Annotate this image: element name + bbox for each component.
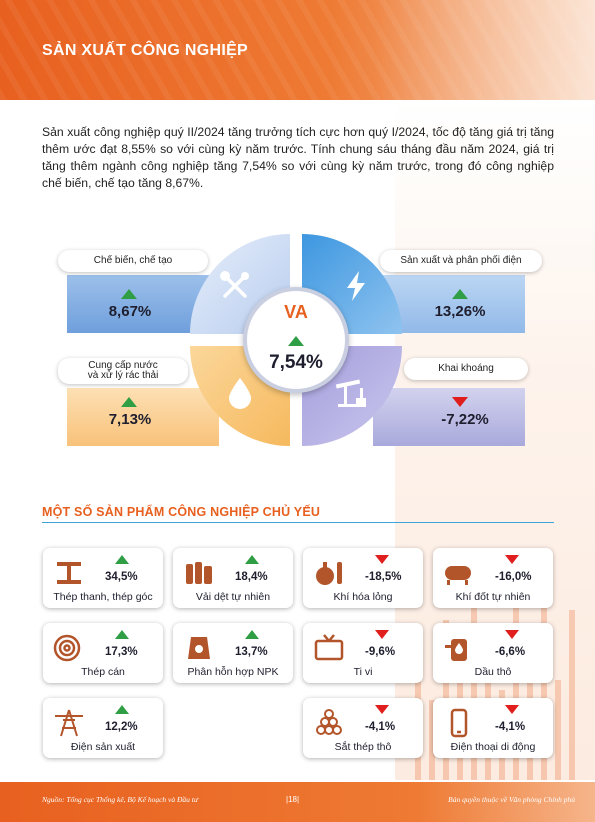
product-name: Vải dệt tự nhiên: [195, 591, 271, 603]
intro-paragraph: Sản xuất công nghiệp quý II/2024 tăng tr…: [42, 125, 554, 190]
product-value: -4,1%: [365, 721, 396, 733]
product-card: 34,5% Thép thanh, thép góc: [43, 548, 163, 608]
sector-card-mining: [373, 388, 525, 446]
sector-label-processing: Chế biến, chế tạo: [58, 250, 208, 272]
steel-coil-icon: [53, 634, 81, 662]
product-name: Khí đốt tự nhiên: [455, 591, 531, 603]
sector-value-mining: -7,22%: [441, 411, 489, 428]
product-card: -4,1% Sắt thép thô: [303, 698, 423, 758]
down-arrow-icon: [505, 630, 519, 639]
product-card: 12,2% Điện sản xuất: [43, 698, 163, 758]
down-arrow-icon: [505, 705, 519, 714]
product-name: Điện sản xuất: [70, 741, 136, 753]
sector-label-mining: Khai khoáng: [404, 358, 528, 380]
product-card: -6,6% Dầu thô: [433, 623, 553, 683]
footer-copyright: Bản quyền thuộc về Văn phòng Chính phủ: [448, 795, 575, 804]
up-arrow-icon: [245, 630, 259, 639]
steel-pipes-icon: [316, 709, 342, 735]
sector-down-arrow-icon: [452, 397, 468, 407]
product-value: 34,5%: [105, 571, 138, 583]
product-card: 13,7% Phân hỗn hợp NPK: [173, 623, 293, 683]
sector-up-arrow-icon: [121, 289, 137, 299]
product-card: 17,3% Thép cán: [43, 623, 163, 683]
sector-up-arrow-icon: [452, 289, 468, 299]
product-name: Sắt thép thô: [334, 741, 392, 753]
product-value: -6,6%: [495, 646, 526, 658]
sector-value-electricity: 13,26%: [434, 303, 486, 320]
footer-source: Nguồn: Tổng cục Thống kê, Bộ Kế hoạch và…: [42, 795, 198, 804]
fertilizer-bag-icon: [188, 637, 210, 659]
up-arrow-icon: [115, 555, 129, 564]
products-section-title: MỘT SỐ SẢN PHẨM CÔNG NGHIỆP CHỦ YẾU: [42, 505, 321, 519]
product-card: -9,6% Ti vi: [303, 623, 423, 683]
up-arrow-icon: [115, 630, 129, 639]
product-card: -4,1% Điện thoại di động: [433, 698, 553, 758]
up-arrow-icon: [115, 705, 129, 714]
header-fade: [375, 0, 595, 100]
sector-label-water-line1: Cung cấp nước: [88, 360, 158, 371]
sector-up-arrow-icon: [121, 397, 137, 407]
product-value: -16,0%: [495, 571, 532, 583]
product-value: 17,3%: [105, 646, 138, 658]
product-card: -18,5% Khí hóa lỏng: [303, 548, 423, 608]
va-label: VA: [284, 302, 308, 322]
down-arrow-icon: [505, 555, 519, 564]
product-card: 18,4% Vải dệt tự nhiên: [173, 548, 293, 608]
mobile-phone-icon: [450, 708, 468, 738]
sector-label-water-line2: và xử lý rác thải: [87, 370, 159, 381]
product-value: -18,5%: [365, 571, 402, 583]
product-name: Dầu thô: [474, 666, 512, 678]
tv-icon: [314, 634, 344, 661]
product-value: -4,1%: [495, 721, 526, 733]
section-divider: [42, 522, 554, 523]
gas-cylinder-icon: [316, 562, 342, 585]
sector-value-water: 7,13%: [108, 411, 152, 428]
down-arrow-icon: [375, 630, 389, 639]
tools-icon: [220, 271, 249, 298]
lightning-icon: [347, 271, 365, 301]
product-value: 13,7%: [235, 646, 268, 658]
product-value: 12,2%: [105, 721, 138, 733]
power-tower-icon: [55, 709, 83, 737]
up-arrow-icon: [245, 555, 259, 564]
product-name: Thép thanh, thép góc: [53, 591, 153, 603]
header-band: SẢN XUẤT CÔNG NGHIỆP: [0, 0, 595, 100]
product-name: Ti vi: [353, 666, 373, 678]
oil-pump-icon: [335, 379, 366, 407]
va-up-arrow-icon: [288, 336, 304, 346]
fabric-icon: [186, 562, 212, 584]
down-arrow-icon: [375, 705, 389, 714]
product-name: Điện thoại di động: [450, 741, 536, 753]
sector-label-electricity: Sản xuất và phân phối điện: [380, 250, 542, 272]
sector-label-water: Cung cấp nước và xử lý rác thải: [58, 358, 188, 384]
sector-value-processing: 8,67%: [108, 303, 152, 320]
product-value: 18,4%: [235, 571, 268, 583]
product-name: Phân hỗn hợp NPK: [187, 666, 279, 678]
footer-band: Nguồn: Tổng cục Thống kê, Bộ Kế hoạch và…: [0, 782, 595, 822]
oil-barrel-icon: [445, 639, 467, 661]
product-name: Khí hóa lỏng: [333, 591, 393, 603]
down-arrow-icon: [375, 555, 389, 564]
sector-card-water: [67, 388, 219, 446]
gas-tank-icon: [445, 566, 471, 585]
product-name: Thép cán: [81, 666, 125, 678]
page-title: SẢN XUẤT CÔNG NGHIỆP: [42, 42, 249, 59]
product-card: -16,0% Khí đốt tự nhiên: [433, 548, 553, 608]
steel-beam-icon: [57, 562, 81, 584]
product-value: -9,6%: [365, 646, 396, 658]
page-number: |18|: [286, 795, 300, 804]
water-drop-icon: [229, 378, 251, 409]
va-value: 7,54%: [269, 352, 323, 373]
